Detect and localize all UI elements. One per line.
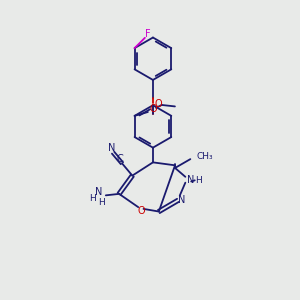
Text: F: F xyxy=(145,29,151,39)
Text: O: O xyxy=(154,99,162,109)
Text: N: N xyxy=(187,175,194,185)
Text: CH₃: CH₃ xyxy=(196,152,213,161)
Text: O: O xyxy=(150,104,158,114)
Text: N: N xyxy=(95,188,102,197)
Text: H: H xyxy=(196,176,202,185)
Text: C: C xyxy=(116,154,123,164)
Text: N: N xyxy=(178,195,186,205)
Text: N: N xyxy=(108,143,115,153)
Text: H: H xyxy=(89,194,96,203)
Text: H: H xyxy=(98,198,105,207)
Text: O: O xyxy=(137,206,145,216)
